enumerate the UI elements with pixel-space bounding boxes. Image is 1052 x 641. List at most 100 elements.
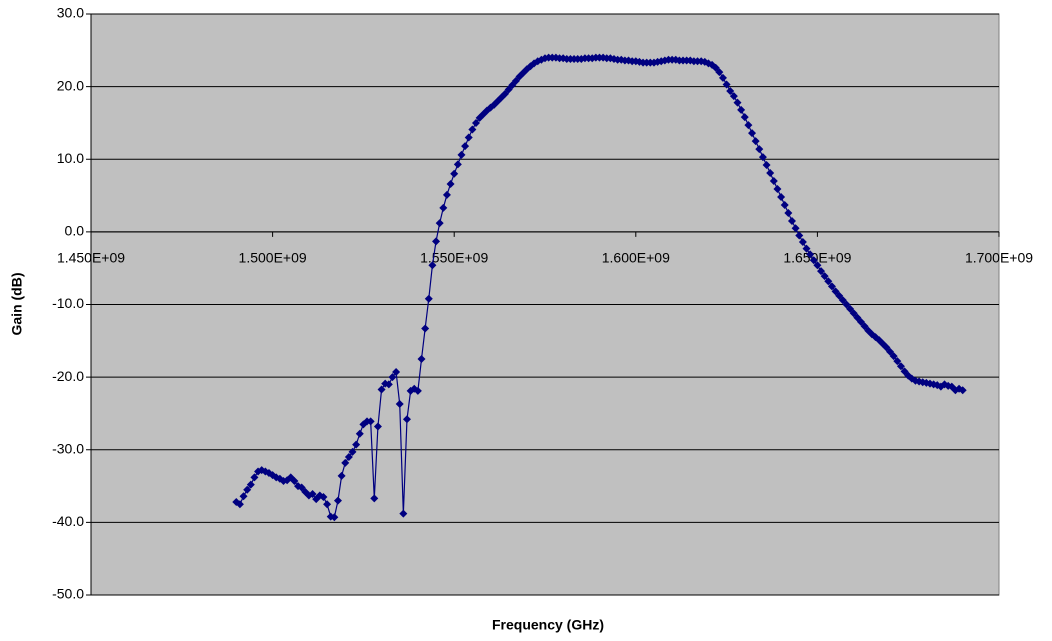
data-point [787,216,796,225]
data-point [748,129,757,138]
data-point [464,133,473,142]
x-tick-label: 1.450E+09 [57,250,125,266]
x-tick-label: 1.600E+09 [602,250,670,266]
y-tick-label: -20.0 [52,368,84,384]
data-point [323,500,332,509]
data-point [795,231,804,240]
data-point [820,272,829,281]
data-point [893,357,902,366]
x-tick-label: 1.550E+09 [420,250,488,266]
data-point [308,490,317,499]
data-point [435,219,444,228]
data-point [330,513,339,522]
data-point [744,121,753,130]
data-point [366,417,375,426]
data-point [784,208,793,217]
data-point [352,440,361,449]
x-tick-label: 1.650E+09 [783,250,851,266]
data-point [700,57,709,66]
y-axis-title: Gain (dB) [9,273,25,336]
data-point [348,447,357,456]
data-point [471,118,480,127]
data-point [319,492,328,501]
data-point [762,161,771,170]
data-point [896,362,905,371]
data-point [424,294,433,303]
data-point [755,145,764,154]
data-point [958,386,967,395]
data-point [402,415,411,424]
data-point [740,113,749,122]
data-point [337,471,346,480]
data-point [246,480,255,489]
data-point [421,324,430,333]
data-point [239,492,248,501]
data-point [355,429,364,438]
y-tick-label: 30.0 [57,5,84,21]
data-point [428,261,437,270]
data-point [446,179,455,188]
data-point [377,385,386,394]
y-tick-label: 10.0 [57,150,84,166]
data-point [722,80,731,89]
data-point [758,153,767,162]
data-point [806,250,815,259]
data-point [450,169,459,178]
data-point [715,68,724,77]
data-point [461,142,470,151]
data-point [889,352,898,361]
data-point [635,57,644,66]
data-point [468,125,477,134]
x-axis-title: Frequency (GHz) [492,617,604,633]
data-point [686,56,695,65]
data-point [809,256,818,265]
data-point [395,399,404,408]
data-point [769,177,778,186]
y-tick-label: -10.0 [52,295,84,311]
data-point [235,500,244,509]
data-point [432,237,441,246]
data-point [250,473,259,482]
data-point [773,185,782,194]
data-point [780,201,789,210]
data-point [624,56,633,65]
data-point [733,98,742,107]
data-point [813,261,822,270]
data-point [766,169,775,178]
y-tick-label: 0.0 [65,223,85,239]
data-point [631,57,640,66]
data-point [798,238,807,247]
y-tick-label: -50.0 [52,586,84,602]
data-point [827,282,836,291]
data-point [290,476,299,485]
x-tick-label: 1.700E+09 [965,250,1033,266]
data-point [384,380,393,389]
data-point [341,458,350,467]
data-point [417,354,426,363]
y-tick-label: -30.0 [52,440,84,456]
data-point [243,485,252,494]
data-point [824,277,833,286]
data-point [726,86,735,95]
data-point [388,373,397,382]
data-point [399,509,408,518]
data-point [777,193,786,202]
data-point [344,453,353,462]
data-point [704,59,713,68]
y-tick-label: 20.0 [57,77,84,93]
data-point [392,368,401,377]
data-point [457,150,466,159]
data-point [370,494,379,503]
data-point [453,160,462,169]
data-point [442,190,451,199]
y-tick-label: -40.0 [52,513,84,529]
data-point [718,73,727,82]
data-point [751,137,760,146]
data-point [729,92,738,101]
data-point [333,496,342,505]
data-point [373,422,382,431]
data-point [802,244,811,253]
data-point [817,267,826,276]
data-point [439,203,448,212]
